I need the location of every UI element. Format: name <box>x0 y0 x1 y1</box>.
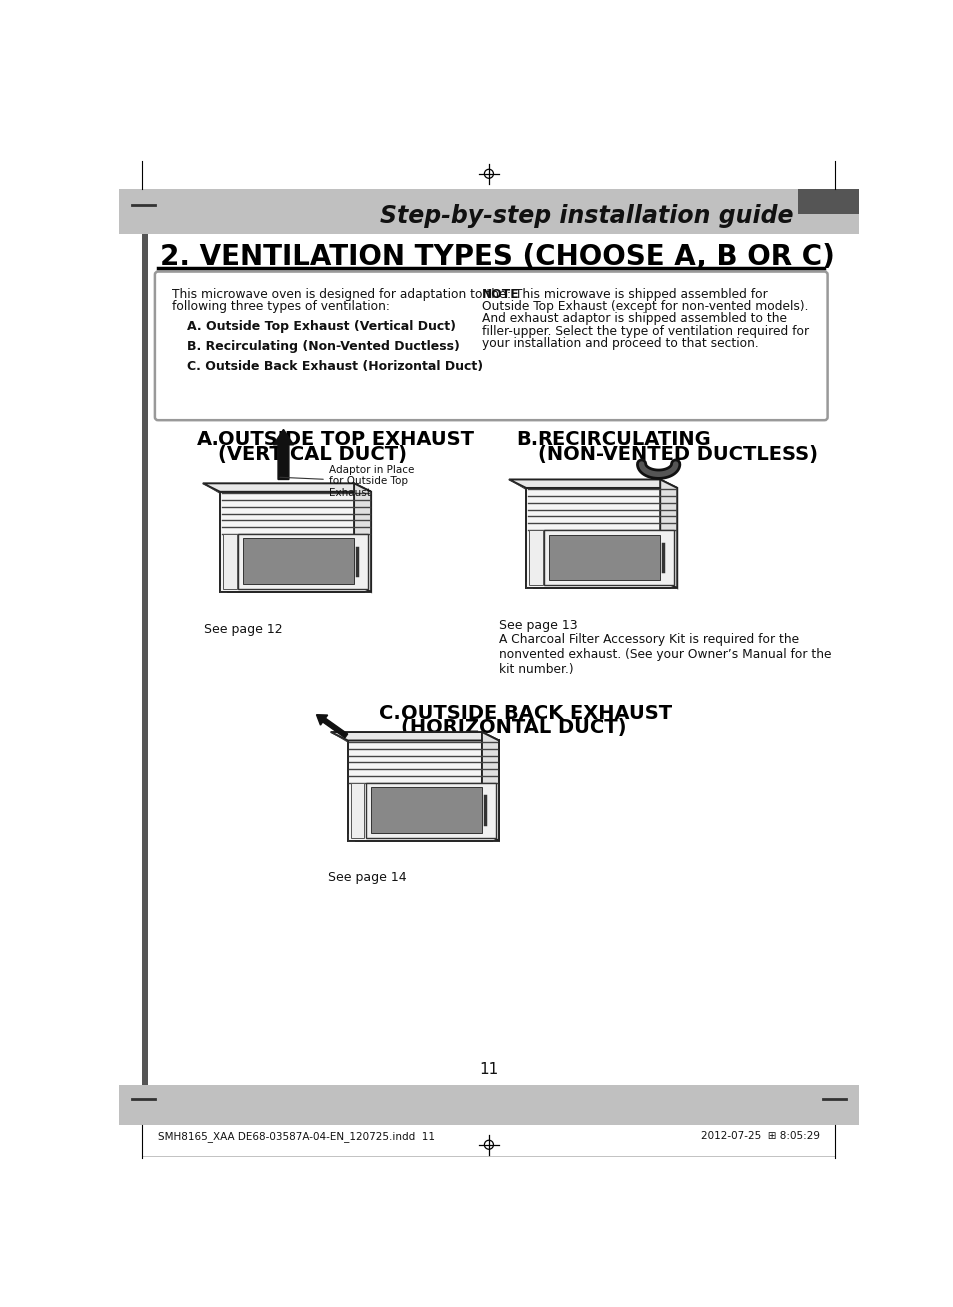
FancyBboxPatch shape <box>371 787 481 833</box>
Text: C. Outside Back Exhaust (Horizontal Duct): C. Outside Back Exhaust (Horizontal Duct… <box>187 361 483 372</box>
Text: 2012-07-25  ⊞ 8:05:29: 2012-07-25 ⊞ 8:05:29 <box>700 1131 819 1141</box>
Text: See page 13: See page 13 <box>498 618 577 631</box>
Polygon shape <box>354 484 371 592</box>
Polygon shape <box>509 480 677 488</box>
Text: A. Outside Top Exhaust (Vertical Duct): A. Outside Top Exhaust (Vertical Duct) <box>187 320 456 333</box>
Text: SMH8165_XAA DE68-03587A-04-EN_120725.indd  11: SMH8165_XAA DE68-03587A-04-EN_120725.ind… <box>158 1131 435 1142</box>
Text: filler-upper. Select the type of ventilation required for: filler-upper. Select the type of ventila… <box>481 324 808 337</box>
FancyBboxPatch shape <box>119 1085 858 1125</box>
FancyBboxPatch shape <box>154 272 827 420</box>
FancyBboxPatch shape <box>351 783 364 838</box>
FancyArrow shape <box>316 715 347 737</box>
FancyBboxPatch shape <box>366 783 496 838</box>
Text: And exhaust adaptor is shipped assembled to the: And exhaust adaptor is shipped assembled… <box>481 312 786 325</box>
Text: Adaptor in Place
for Outside Top
Exhaust: Adaptor in Place for Outside Top Exhaust <box>279 465 414 498</box>
Text: RECIRCULATING: RECIRCULATING <box>537 430 711 450</box>
FancyBboxPatch shape <box>223 533 236 589</box>
Text: OUTSIDE TOP EXHAUST: OUTSIDE TOP EXHAUST <box>218 430 474 450</box>
Text: OUTSIDE BACK EXHAUST: OUTSIDE BACK EXHAUST <box>400 703 671 723</box>
Text: Outside Top Exhaust (except for non-vented models).: Outside Top Exhaust (except for non-vent… <box>481 301 807 314</box>
FancyBboxPatch shape <box>548 535 659 580</box>
FancyBboxPatch shape <box>119 190 858 234</box>
FancyBboxPatch shape <box>142 234 148 1085</box>
FancyBboxPatch shape <box>238 533 368 589</box>
Polygon shape <box>203 484 371 491</box>
Polygon shape <box>481 732 498 840</box>
Text: B. Recirculating (Non-Vented Ductless): B. Recirculating (Non-Vented Ductless) <box>187 340 460 353</box>
FancyBboxPatch shape <box>242 538 354 584</box>
FancyBboxPatch shape <box>798 190 858 214</box>
FancyBboxPatch shape <box>525 488 677 588</box>
Text: A Charcoal Filter Accessory Kit is required for the
nonvented exhaust. (See your: A Charcoal Filter Accessory Kit is requi… <box>498 633 831 676</box>
FancyBboxPatch shape <box>220 491 371 592</box>
FancyBboxPatch shape <box>544 529 674 586</box>
Text: (HORIZONTAL DUCT): (HORIZONTAL DUCT) <box>400 718 625 737</box>
Text: See page 14: See page 14 <box>328 872 407 885</box>
Text: C.: C. <box>378 703 400 723</box>
Text: following three types of ventilation:: following three types of ventilation: <box>172 301 390 314</box>
Text: (VERTICAL DUCT): (VERTICAL DUCT) <box>218 444 407 464</box>
Text: your installation and proceed to that section.: your installation and proceed to that se… <box>481 337 758 350</box>
Text: B.: B. <box>516 430 537 450</box>
FancyBboxPatch shape <box>348 741 498 840</box>
Text: Step-by-step installation guide: Step-by-step installation guide <box>379 204 793 229</box>
FancyBboxPatch shape <box>529 529 542 586</box>
Text: 2. VENTILATION TYPES (CHOOSE A, B OR C): 2. VENTILATION TYPES (CHOOSE A, B OR C) <box>159 243 834 271</box>
Text: (NON-VENTED DUCTLESS): (NON-VENTED DUCTLESS) <box>537 444 817 464</box>
Text: This microwave oven is designed for adaptation to the: This microwave oven is designed for adap… <box>172 288 506 301</box>
Text: NOTE: NOTE <box>481 288 519 301</box>
Text: : This microwave is shipped assembled for: : This microwave is shipped assembled fo… <box>506 288 767 301</box>
FancyArrow shape <box>274 430 294 480</box>
Text: 11: 11 <box>478 1063 498 1077</box>
Text: See page 12: See page 12 <box>204 622 283 635</box>
Text: A.: A. <box>196 430 219 450</box>
Polygon shape <box>331 732 498 741</box>
Polygon shape <box>659 480 677 588</box>
